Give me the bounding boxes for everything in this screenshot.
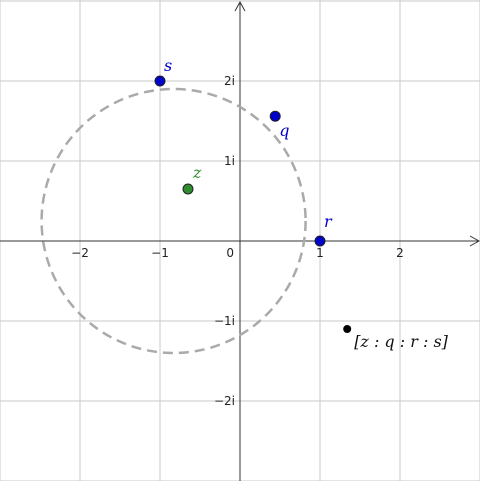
point-cross-ratio[interactable] bbox=[343, 325, 352, 333]
x-tick-label: 1 bbox=[316, 246, 324, 260]
points-layer[interactable]: s q r z [z : q : r : s] bbox=[154, 56, 449, 351]
x-tick-label: 2 bbox=[396, 246, 404, 260]
point-s[interactable] bbox=[154, 75, 166, 87]
dashed-circle bbox=[40, 87, 307, 355]
x-tick-label: −2 bbox=[71, 246, 89, 260]
tick-labels: −2 −1 1 2 2i 1i −1i −2i 0 bbox=[71, 74, 404, 408]
point-r[interactable] bbox=[314, 235, 326, 247]
circle-layer bbox=[40, 87, 307, 355]
imaginary-axis-arrow-icon bbox=[234, 0, 246, 12]
origin-label: 0 bbox=[226, 246, 234, 260]
y-tick-label: 1i bbox=[224, 154, 235, 168]
y-tick-label: 2i bbox=[224, 74, 235, 88]
cross-ratio-label: [z : q : r : s] bbox=[354, 332, 448, 351]
x-tick-label: −1 bbox=[151, 246, 169, 260]
point-z[interactable] bbox=[182, 183, 194, 195]
point-label-q: q bbox=[279, 121, 289, 140]
y-tick-label: −2i bbox=[214, 394, 235, 408]
y-tick-label: −1i bbox=[214, 314, 235, 328]
point-label-r: r bbox=[324, 212, 333, 231]
point-label-z: z bbox=[192, 163, 202, 182]
point-q[interactable] bbox=[269, 110, 281, 122]
real-axis-arrow-icon bbox=[469, 235, 480, 247]
point-label-s: s bbox=[164, 56, 172, 75]
